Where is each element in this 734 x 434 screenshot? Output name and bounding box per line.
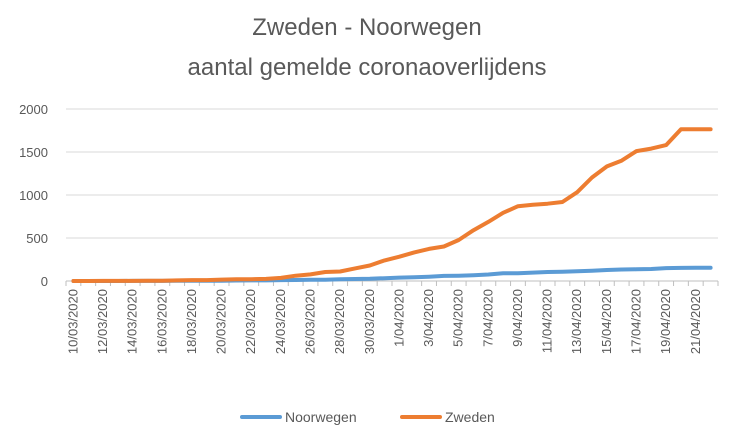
x-tick-label: 15/04/2020 — [599, 289, 614, 354]
y-tick-label: 2000 — [19, 102, 48, 117]
x-tick-label: 3/04/2020 — [421, 289, 436, 347]
x-tick-label: 7/04/2020 — [480, 289, 495, 347]
x-tick-label: 24/03/2020 — [273, 289, 288, 354]
chart-subtitle: aantal gemelde coronaoverlijdens — [188, 54, 547, 81]
x-tick-label: 10/03/2020 — [65, 289, 80, 354]
x-tick-label: 26/03/2020 — [303, 289, 318, 354]
x-tick-label: 18/03/2020 — [184, 289, 199, 354]
legend: Noorwegen Zweden — [240, 409, 495, 425]
x-tick-label: 20/03/2020 — [214, 289, 229, 354]
x-tick-label: 19/04/2020 — [658, 289, 673, 354]
legend-label-zweden: Zweden — [445, 409, 495, 425]
x-tick-label: 5/04/2020 — [451, 289, 466, 347]
y-tick-label: 0 — [41, 274, 48, 289]
x-axis: 10/03/2020 12/03/2020 14/03/2020 16/03/2020… — [65, 280, 719, 354]
legend-label-noorwegen: Noorwegen — [285, 409, 357, 425]
x-tick-label: 17/04/2020 — [629, 289, 644, 354]
series-line-zweden — [71, 127, 713, 283]
x-tick-label: 28/03/2020 — [332, 289, 347, 354]
x-tick-label: 21/04/2020 — [688, 289, 703, 354]
chart-title: Zweden - Noorwegen — [252, 14, 481, 41]
x-tick-label: 30/03/2020 — [362, 289, 377, 354]
x-tick-label: 12/03/2020 — [95, 289, 110, 354]
x-tick-label: 22/03/2020 — [243, 289, 258, 354]
y-tick-label: 1000 — [19, 188, 48, 203]
x-tick-label: 16/03/2020 — [154, 289, 169, 354]
series-lines — [71, 127, 713, 283]
y-tick-label: 500 — [26, 231, 48, 246]
x-tick-label: 1/04/2020 — [391, 289, 406, 347]
y-tick-label: 1500 — [19, 145, 48, 160]
gridlines — [66, 108, 718, 239]
x-tick-label: 11/04/2020 — [540, 289, 555, 353]
x-tick-label: 14/03/2020 — [125, 289, 140, 354]
y-axis-ticks: 0 500 1000 1500 2000 — [19, 102, 48, 289]
x-tick-label: 9/04/2020 — [510, 289, 525, 347]
x-tick-label: 13/04/2020 — [569, 289, 584, 354]
